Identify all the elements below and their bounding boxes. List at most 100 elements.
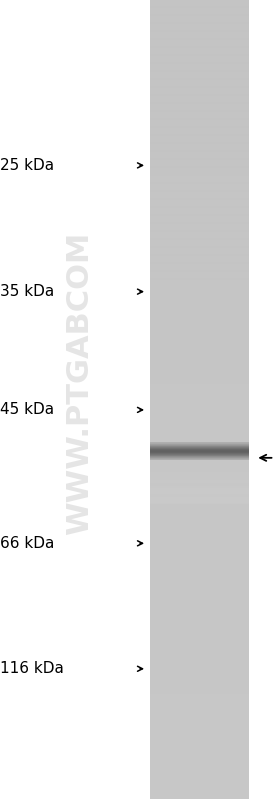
Bar [150, 582, 249, 591]
Bar [150, 670, 249, 679]
Bar [150, 478, 249, 487]
Bar [150, 286, 249, 296]
Bar [150, 334, 249, 344]
Bar [150, 6, 249, 16]
Text: 116 kDa: 116 kDa [0, 662, 64, 676]
Bar [150, 497, 249, 499]
Bar [150, 646, 249, 655]
Bar [150, 278, 249, 288]
Bar [150, 598, 249, 607]
Bar [150, 481, 249, 483]
Bar [150, 460, 249, 463]
Bar [150, 398, 249, 407]
Bar [150, 477, 249, 479]
Bar [150, 468, 249, 470]
Bar [150, 494, 249, 503]
Text: 66 kDa: 66 kDa [0, 536, 54, 551]
Bar [150, 158, 249, 168]
Bar [150, 489, 249, 491]
Bar [150, 310, 249, 320]
Bar [150, 478, 249, 480]
Bar [150, 214, 249, 224]
Bar [150, 174, 249, 184]
Bar [150, 487, 249, 489]
Bar [150, 483, 249, 486]
Bar [150, 773, 249, 783]
Bar [150, 654, 249, 663]
Bar [150, 475, 249, 477]
Bar [150, 102, 249, 112]
Bar [150, 725, 249, 735]
Bar [150, 733, 249, 743]
Bar [150, 606, 249, 615]
Bar [150, 14, 249, 24]
Bar [150, 494, 249, 495]
Bar [150, 765, 249, 775]
Bar [150, 467, 249, 469]
Bar [150, 502, 249, 511]
Bar [150, 470, 249, 479]
Bar [150, 222, 249, 232]
Bar [150, 374, 249, 384]
Bar [150, 495, 249, 498]
Bar [150, 495, 249, 496]
Bar [150, 0, 249, 799]
Bar [150, 110, 249, 120]
Bar [150, 62, 249, 72]
Bar [150, 238, 249, 248]
Bar [150, 326, 249, 336]
Bar [150, 46, 249, 56]
Bar [150, 459, 249, 461]
Bar [150, 757, 249, 767]
Bar [150, 550, 249, 559]
Bar [150, 94, 249, 104]
Bar [150, 0, 249, 8]
Bar [150, 38, 249, 48]
Bar [150, 454, 249, 463]
Bar [150, 86, 249, 96]
Text: 45 kDa: 45 kDa [0, 403, 54, 417]
Bar [150, 463, 249, 466]
Bar [150, 789, 249, 799]
Bar [150, 498, 249, 500]
Bar [150, 741, 249, 751]
Bar [150, 206, 249, 216]
Bar [150, 474, 249, 475]
Bar [150, 463, 249, 465]
Bar [150, 476, 249, 478]
Bar [150, 503, 249, 504]
Bar [150, 694, 249, 703]
Bar [150, 469, 249, 471]
Bar [150, 198, 249, 208]
Bar [150, 718, 249, 727]
Bar [150, 462, 249, 463]
Bar [150, 342, 249, 352]
Text: WWW.PTGABCOM: WWW.PTGABCOM [65, 232, 94, 535]
Bar [150, 166, 249, 176]
Bar [150, 430, 249, 439]
Bar [150, 366, 249, 376]
Bar [150, 465, 249, 467]
Bar [150, 294, 249, 304]
Bar [150, 22, 249, 32]
Bar [150, 500, 249, 502]
Bar [150, 492, 249, 495]
Bar [150, 480, 249, 482]
Bar [150, 781, 249, 791]
Bar [150, 78, 249, 88]
Bar [150, 483, 249, 484]
Bar [150, 542, 249, 551]
Bar [150, 499, 249, 501]
Bar [150, 614, 249, 623]
Bar [150, 30, 249, 40]
Bar [150, 406, 249, 415]
Bar [150, 534, 249, 543]
Bar [150, 491, 249, 493]
Bar [150, 358, 249, 368]
Bar [150, 662, 249, 671]
Bar [150, 414, 249, 423]
Bar [150, 126, 249, 136]
Bar [150, 262, 249, 272]
Bar [150, 471, 249, 473]
Bar [150, 486, 249, 495]
